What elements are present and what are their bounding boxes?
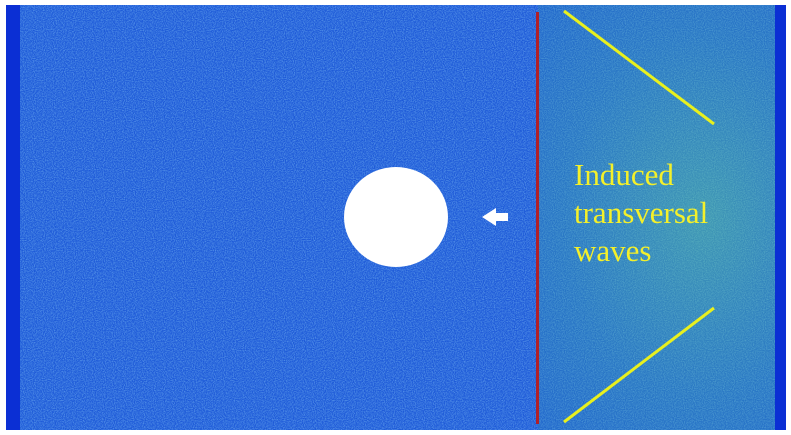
circular-obstacle xyxy=(344,167,448,267)
annotation-line-1: Induced xyxy=(574,157,674,192)
left-boundary xyxy=(6,5,20,430)
annotation-label: Induced transversal waves xyxy=(574,156,708,270)
annotation-line-3: waves xyxy=(574,233,652,268)
right-boundary xyxy=(775,5,786,430)
shock-front-line xyxy=(536,12,539,424)
left-arrow-icon xyxy=(482,208,508,226)
annotation-line-2: transversal xyxy=(574,195,709,230)
